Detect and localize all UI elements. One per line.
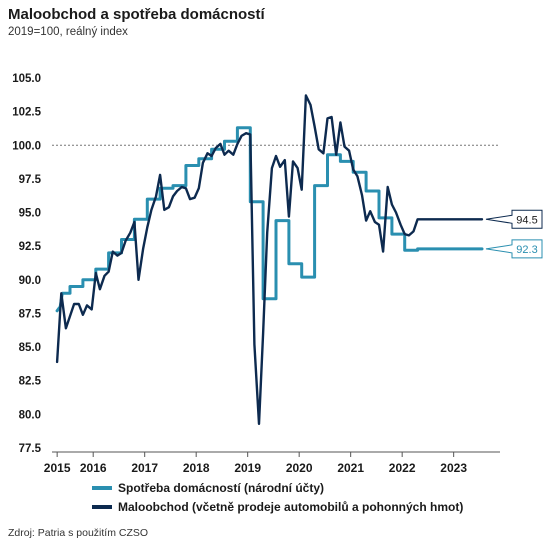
y-tick-label: 87.5 <box>19 308 42 320</box>
y-tick-label: 97.5 <box>19 174 42 186</box>
end-value-label-consumption: 92.3 <box>516 244 537 256</box>
end-value-callout-retail <box>485 209 543 229</box>
y-tick-label: 80.0 <box>19 409 41 421</box>
y-tick-label: 100.0 <box>12 140 41 152</box>
end-value-label-retail: 94.5 <box>516 214 537 226</box>
x-tick-label: 2022 <box>389 461 416 475</box>
legend-label-consumption: Spotřeba domácností (národní účty) <box>118 481 325 495</box>
y-tick-label: 85.0 <box>19 342 41 354</box>
y-tick-label: 102.5 <box>12 107 41 119</box>
legend-item-consumption: Spotřeba domácností (národní účty) <box>92 481 324 495</box>
x-tick-label: 2016 <box>80 461 107 475</box>
x-tick-label: 2019 <box>234 461 261 475</box>
chart-subtitle: 2019=100, reálný index <box>8 26 128 38</box>
legend-swatch-retail <box>92 505 112 509</box>
end-value-callout-consumption <box>485 239 543 259</box>
y-tick-label: 77.5 <box>19 443 42 455</box>
series-line-retail <box>55 94 484 425</box>
legend-swatch-consumption <box>92 486 112 490</box>
legend-label-retail: Maloobchod (včetně prodeje automobilů a … <box>118 500 464 514</box>
x-tick-label: 2020 <box>286 461 313 475</box>
x-tick-label: 2015 <box>44 461 71 475</box>
source-note: Zdroj: Patria s použitím CZSO <box>8 527 149 539</box>
y-tick-label: 90.0 <box>19 275 41 287</box>
chart-title: Maloobchod a spotřeba domácností <box>8 6 265 23</box>
y-tick-label: 82.5 <box>19 376 42 388</box>
x-tick-label: 2023 <box>440 461 467 475</box>
x-tick-label: 2017 <box>131 461 158 475</box>
x-tick-label: 2021 <box>337 461 364 475</box>
y-tick-label: 92.5 <box>19 241 42 253</box>
x-tick-label: 2018 <box>183 461 210 475</box>
legend-item-retail: Maloobchod (včetně prodeje automobilů a … <box>92 500 463 514</box>
y-tick-label: 95.0 <box>19 208 41 220</box>
y-tick-label: 105.0 <box>12 73 41 85</box>
